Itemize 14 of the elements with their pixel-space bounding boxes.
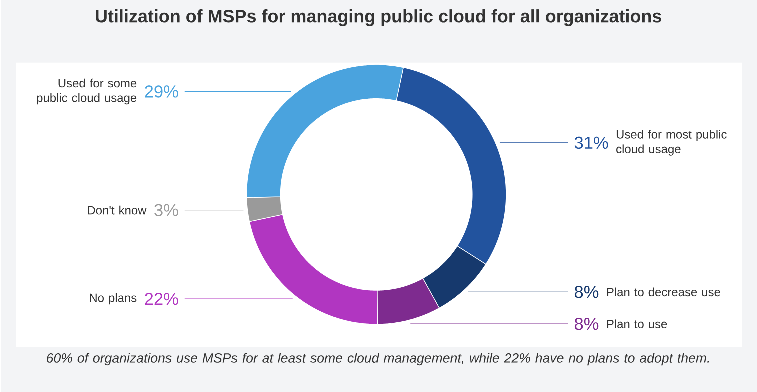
slice-label: Plan to decrease use bbox=[607, 288, 720, 296]
chart-title: Utilization of MSPs for managing public cloud for all organizations bbox=[96, 9, 662, 26]
data-label: 31% bbox=[574, 136, 608, 149]
data-label: 8% bbox=[574, 286, 599, 298]
data-label: 22% bbox=[145, 292, 178, 305]
slice-label: Used for some public cloud usage bbox=[37, 78, 137, 104]
data-label: 8% bbox=[574, 318, 599, 330]
text: 60% of organizations use MSPs for at least some cloud management, while 22% have no plans to adopt them. bbox=[47, 352, 710, 366]
slice-label: No plans bbox=[90, 293, 137, 304]
slice-label: Used for most public cloud usage bbox=[616, 130, 727, 156]
data-label: 3% bbox=[154, 204, 178, 216]
slice-label: Plan to use bbox=[607, 319, 668, 328]
data-label: 29% bbox=[145, 85, 178, 98]
slice-label: Don't know bbox=[88, 206, 147, 215]
